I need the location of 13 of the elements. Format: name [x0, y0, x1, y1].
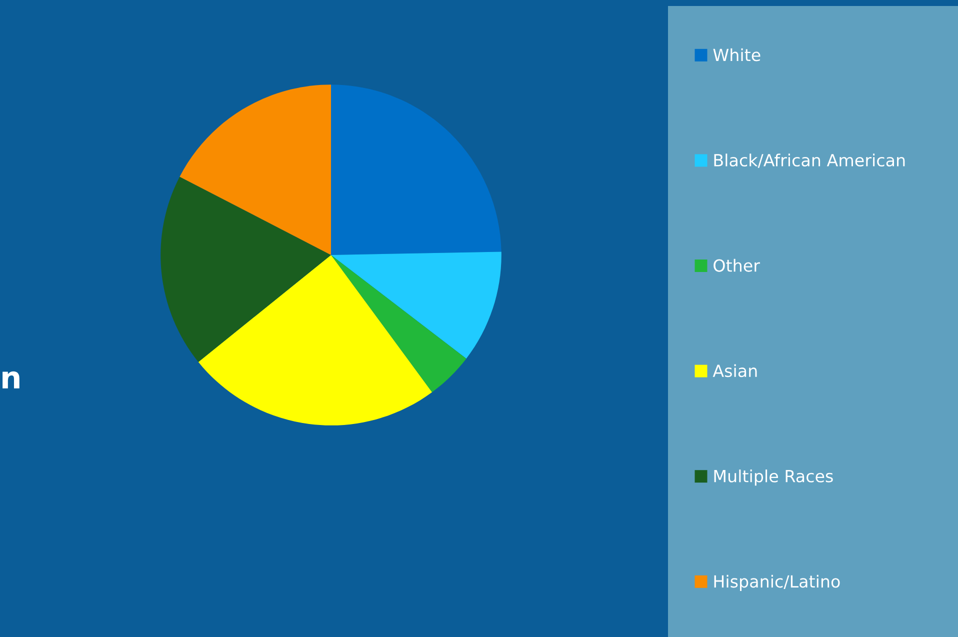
- text: n: [2, 371, 20, 388]
- pie-slice: [160, 176, 331, 362]
- legend-label: Black/African American: [714, 154, 905, 168]
- legend-label: White: [713, 48, 760, 62]
- legend-label: Multiple Races: [714, 470, 833, 486]
- legend-label: Asian: [712, 364, 757, 378]
- pie-slice: [180, 84, 331, 255]
- legend-label: Other: [714, 258, 760, 272]
- pie-slice: [331, 252, 502, 359]
- pie-slice: [331, 84, 502, 255]
- pie-slice: [198, 255, 432, 426]
- legend-label: Hispanic/Latino: [714, 574, 840, 591]
- pie-slice: [331, 255, 466, 392]
